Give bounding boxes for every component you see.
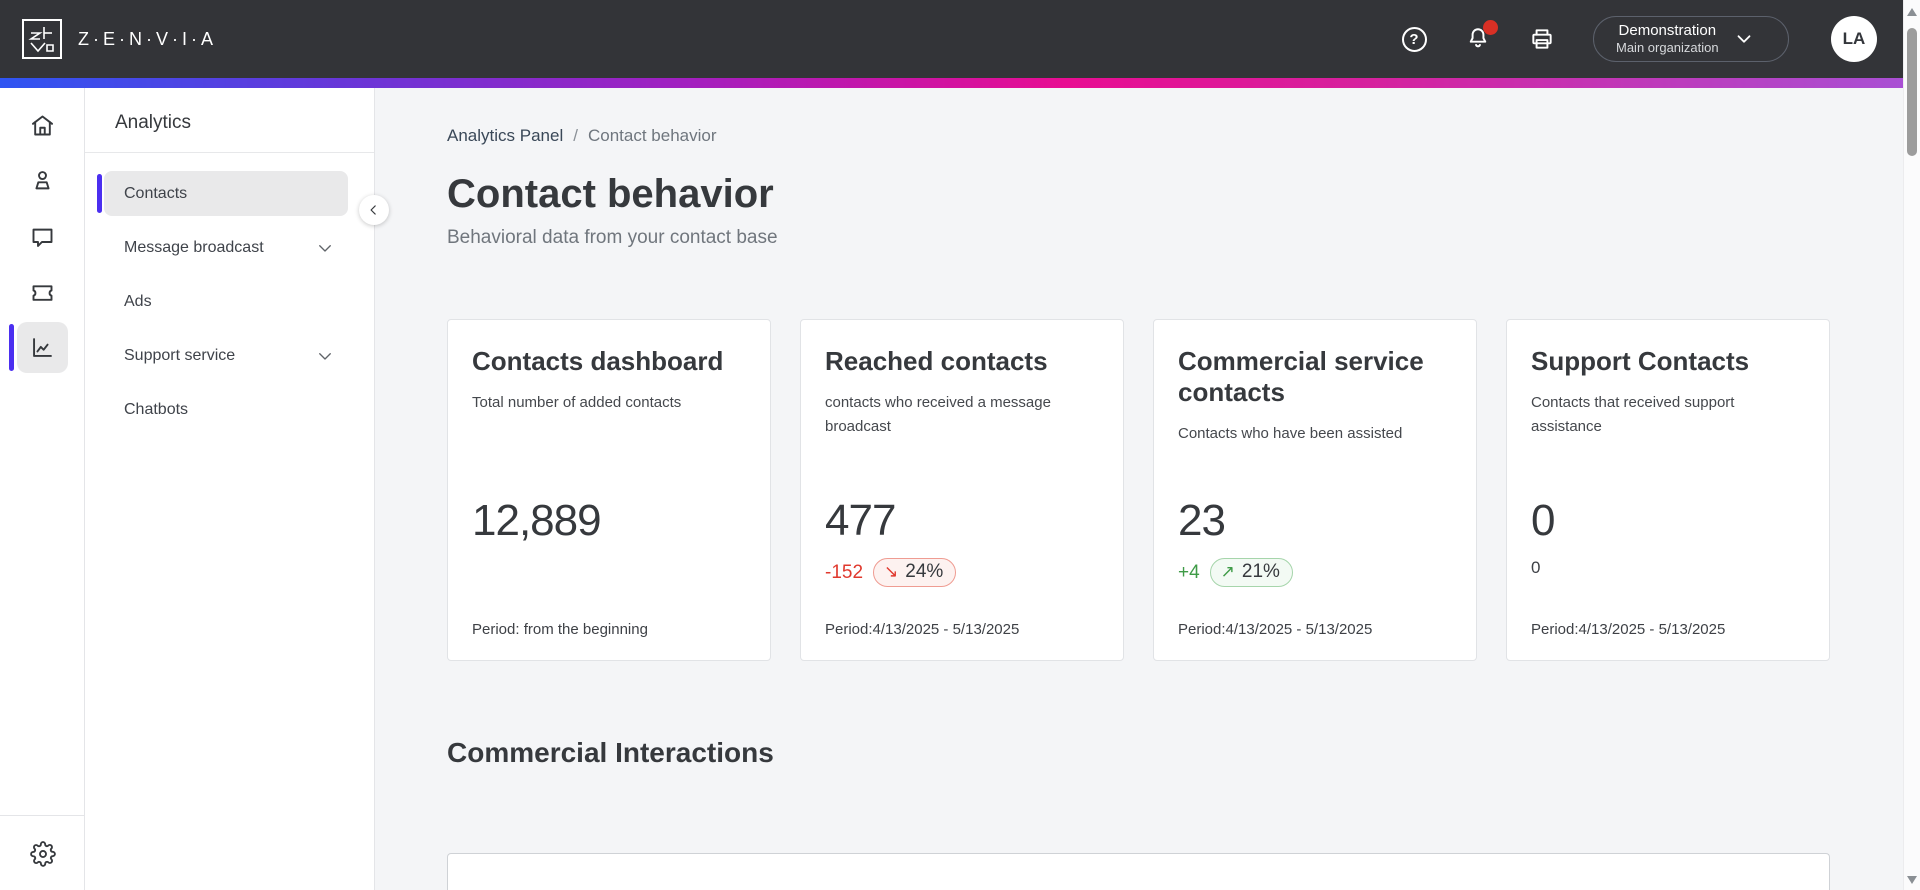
- printer-icon: [1532, 29, 1552, 49]
- analytics-sidebar: Analytics Contacts Message broadcast Ads…: [85, 88, 389, 890]
- sidebar-item-label: Ads: [124, 292, 152, 310]
- card-description: Total number of added contacts: [472, 394, 682, 411]
- sidebar-item-label: Chatbots: [124, 400, 189, 418]
- person-icon: [35, 171, 50, 190]
- card-value: 12,889: [472, 496, 602, 545]
- chat-icon: [32, 228, 53, 247]
- card-description: Contacts that received support assistanc…: [1531, 394, 1735, 435]
- card-title: Commercial service contacts: [1178, 346, 1424, 407]
- trend-up-icon: ↗: [1220, 562, 1235, 581]
- sidebar-title: Analytics: [115, 112, 192, 133]
- notifications-button[interactable]: [1463, 20, 1498, 54]
- print-button[interactable]: [1527, 24, 1557, 54]
- card-description: contacts who received a message broadcas…: [825, 394, 1051, 435]
- card-title: Support Contacts: [1531, 346, 1750, 376]
- badge-percent: 21%: [1241, 561, 1280, 582]
- scroll-down-arrow-icon[interactable]: [1907, 876, 1917, 884]
- help-icon: ?: [1401, 26, 1427, 52]
- card-period: Period:4/13/2025 - 5/13/2025: [1178, 621, 1373, 638]
- section-title-commercial-interactions: Commercial Interactions: [447, 737, 774, 768]
- card-period: Period: from the beginning: [472, 621, 648, 638]
- vertical-scrollbar[interactable]: [1903, 0, 1920, 890]
- delta-value: 0: [1531, 558, 1541, 577]
- card-support-contacts: Support Contacts Contacts that received …: [1506, 319, 1830, 661]
- card-reached-contacts: Reached contacts contacts who received a…: [800, 319, 1124, 661]
- scrollbar-thumb[interactable]: [1907, 28, 1917, 156]
- sidebar-item-ads[interactable]: Ads: [104, 279, 348, 324]
- delta-value: -152: [825, 561, 864, 583]
- bell-icon: [1469, 28, 1487, 48]
- chevron-down-icon: [1737, 35, 1751, 43]
- sidebar-item-label: Message broadcast: [124, 238, 264, 256]
- sidebar-item-message-broadcast[interactable]: Message broadcast: [104, 225, 348, 270]
- ticket-icon: [32, 285, 53, 301]
- trend-down-icon: ↘: [884, 562, 899, 581]
- card-period: Period:4/13/2025 - 5/13/2025: [825, 621, 1020, 638]
- brand-name: Z·E·N·V·I·A: [78, 28, 217, 49]
- card-title: Contacts dashboard: [472, 346, 724, 376]
- chevron-down-icon: [319, 352, 331, 360]
- notification-badge: [1483, 20, 1498, 35]
- help-button[interactable]: ?: [1399, 24, 1429, 54]
- breadcrumb-analytics-panel[interactable]: Analytics Panel: [447, 126, 564, 145]
- card-value: 23: [1178, 496, 1226, 545]
- nav-tickets[interactable]: [17, 267, 68, 318]
- line-chart-icon: [33, 338, 52, 357]
- delta-value: +4: [1178, 561, 1200, 583]
- card-contacts-dashboard: Contacts dashboard Total number of added…: [447, 319, 771, 661]
- brand: Z·E·N·V·I·A: [22, 19, 217, 59]
- breadcrumb-separator: /: [573, 126, 578, 145]
- icon-rail: [0, 88, 85, 890]
- brand-gradient-bar: [0, 78, 1903, 88]
- trend-badge: ↘ 24%: [873, 558, 957, 587]
- card-value: 477: [825, 496, 896, 545]
- page-subtitle: Behavioral data from your contact base: [447, 227, 778, 248]
- organization-subtitle: Main organization: [1616, 40, 1719, 55]
- organization-name: Demonstration: [1618, 22, 1717, 39]
- card-value: 0: [1531, 496, 1556, 545]
- card-commercial-service-contacts: Commercial service contacts Contacts who…: [1153, 319, 1477, 661]
- card-description: Contacts who have been assisted: [1178, 425, 1403, 442]
- kpi-cards-row: Contacts dashboard Total number of added…: [447, 319, 1903, 661]
- commercial-interactions-card: [447, 853, 1830, 890]
- organization-switcher[interactable]: Demonstration Main organization: [1593, 16, 1789, 62]
- card-period: Period:4/13/2025 - 5/13/2025: [1531, 621, 1726, 638]
- card-title: Reached contacts: [825, 346, 1048, 376]
- sidebar-item-chatbots[interactable]: Chatbots: [104, 387, 348, 432]
- main-content: Analytics Panel / Contact behavior Conta…: [375, 88, 1903, 890]
- chevron-down-icon: [319, 244, 331, 252]
- sidebar-item-label: Contacts: [124, 184, 188, 202]
- nav-contacts[interactable]: [17, 155, 68, 206]
- gear-icon: [29, 840, 56, 867]
- sidebar-item-support-service[interactable]: Support service: [104, 333, 348, 378]
- card-delta-row: 0: [1531, 558, 1540, 578]
- nav-settings[interactable]: [17, 828, 68, 879]
- nav-conversations[interactable]: [17, 212, 68, 263]
- topbar: Z·E·N·V·I·A ? Demonstration Main organiz…: [0, 0, 1903, 78]
- active-nav-indicator: [9, 324, 14, 371]
- zenvia-logo-icon: [22, 19, 62, 59]
- user-avatar[interactable]: LA: [1831, 16, 1877, 62]
- chevron-left-icon: [370, 205, 376, 215]
- breadcrumb-current: Contact behavior: [587, 126, 717, 145]
- sidebar-divider: [85, 152, 374, 153]
- nav-home[interactable]: [17, 100, 68, 151]
- rail-divider: [0, 815, 85, 816]
- badge-percent: 24%: [905, 561, 944, 582]
- card-delta-row: -152 ↘ 24%: [825, 558, 957, 587]
- card-delta-row: +4 ↗ 21%: [1178, 558, 1293, 587]
- sidebar-item-label: Support service: [124, 346, 236, 364]
- page-title: Contact behavior: [447, 172, 774, 216]
- trend-badge: ↗ 21%: [1209, 558, 1293, 587]
- topbar-actions: ? Demonstration Main organization: [1365, 16, 1877, 62]
- sidebar-collapse-button[interactable]: [359, 195, 389, 225]
- home-icon: [31, 115, 54, 136]
- nav-analytics[interactable]: [17, 322, 68, 373]
- sidebar-item-contacts[interactable]: Contacts: [97, 171, 348, 216]
- scroll-up-arrow-icon[interactable]: [1907, 8, 1917, 16]
- breadcrumb: Analytics Panel / Contact behavior: [447, 126, 1903, 146]
